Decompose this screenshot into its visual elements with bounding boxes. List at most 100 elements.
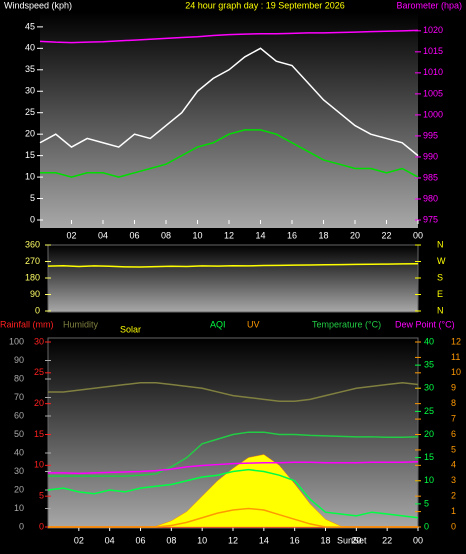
y-tick-label: 1000 xyxy=(423,109,443,119)
y-tick-label: 90 xyxy=(30,289,40,299)
y-tick-label: 5 xyxy=(424,498,429,508)
y-tick-label: 0 xyxy=(451,521,456,531)
x-tick-label: 14 xyxy=(259,535,269,545)
plot-area xyxy=(40,12,418,228)
y-tick-label: 0 xyxy=(424,521,429,531)
y-tick-label: 9 xyxy=(451,383,456,393)
x-tick-label: 12 xyxy=(228,535,238,545)
y-tick-label: 25 xyxy=(424,406,434,416)
y-tick-label: 40 xyxy=(14,447,24,457)
annotation: SunSet xyxy=(337,535,367,545)
y-tick-label: 70 xyxy=(14,392,24,402)
y-tick-label: 5 xyxy=(451,444,456,454)
x-tick-label: 02 xyxy=(66,230,76,240)
x-tick-label: 18 xyxy=(320,535,330,545)
x-tick-label: 20 xyxy=(351,535,361,545)
y-tick-label: 100 xyxy=(9,336,24,346)
x-tick-label: 14 xyxy=(255,230,265,240)
y-tick-label: 20 xyxy=(14,484,24,494)
y-tick-label: 30 xyxy=(424,383,434,393)
y-tick-label: 8 xyxy=(451,398,456,408)
y-tick-label: W xyxy=(437,256,446,266)
y-tick-label: 15 xyxy=(25,150,35,160)
y-tick-label: 25 xyxy=(25,107,35,117)
y-tick-label: 30 xyxy=(25,86,35,96)
y-tick-label: 3 xyxy=(451,475,456,485)
x-tick-label: 22 xyxy=(382,535,392,545)
y-tick-label: 360 xyxy=(25,239,40,249)
y-tick-label: 50 xyxy=(14,429,24,439)
x-tick-label: 22 xyxy=(381,230,391,240)
y-tick-label: 7 xyxy=(451,413,456,423)
y-tick-label: 6 xyxy=(451,429,456,439)
y-tick-label: 12 xyxy=(451,336,461,346)
legend-label: AQI xyxy=(210,319,226,329)
y-axis-label: Windspeed (kph) xyxy=(4,0,72,10)
chart-title: 24 hour graph day : 19 September 2026 xyxy=(185,0,345,10)
y-tick-label: 0 xyxy=(19,521,24,531)
line xyxy=(48,507,418,528)
x-tick-label: 08 xyxy=(161,230,171,240)
y-tick-label: 980 xyxy=(423,193,438,203)
y-tick-label: N xyxy=(437,305,444,315)
y-tick-label: 25 xyxy=(34,367,44,377)
y-tick-label: 20 xyxy=(34,398,44,408)
y-tick-label: 35 xyxy=(25,64,35,74)
x-tick-label: 04 xyxy=(105,535,115,545)
y-tick-label: 10 xyxy=(451,367,461,377)
line xyxy=(48,431,419,477)
y-tick-label: 10 xyxy=(14,503,24,513)
y-tick-label: 0 xyxy=(35,305,40,315)
y-tick-label: 90 xyxy=(14,355,24,365)
y-tick-label: 35 xyxy=(424,360,434,370)
y-tick-label: 2 xyxy=(451,491,456,501)
y-tick-label: 40 xyxy=(25,43,35,53)
y2-axis-label: Barometer (hpa) xyxy=(396,0,462,10)
y-tick-label: 11 xyxy=(451,352,460,362)
y-tick-label: 995 xyxy=(423,130,438,140)
y-tick-label: 80 xyxy=(14,373,24,383)
x-tick-label: 20 xyxy=(350,230,360,240)
x-tick-label: 04 xyxy=(98,230,108,240)
x-tick-label: 00 xyxy=(413,535,423,545)
y-tick-label: 5 xyxy=(39,491,44,501)
legend-label: UV xyxy=(247,319,260,329)
line xyxy=(48,381,419,402)
legend-label: Humidity xyxy=(63,319,99,329)
y-tick-label: 20 xyxy=(25,129,35,139)
y-tick-label: 45 xyxy=(25,21,35,31)
legend-label: Temperature (°C) xyxy=(312,319,381,329)
y-tick-label: 0 xyxy=(39,521,44,531)
x-tick-label: 12 xyxy=(224,230,234,240)
y-tick-label: 30 xyxy=(14,466,24,476)
y-tick-label: 1 xyxy=(451,506,456,516)
y-tick-label: 180 xyxy=(25,272,40,282)
legend-label: Solar xyxy=(120,324,141,334)
line xyxy=(47,262,419,268)
y-tick-label: 10 xyxy=(424,475,434,485)
y-tick-label: 985 xyxy=(423,172,438,182)
x-tick-label: 06 xyxy=(129,230,139,240)
x-tick-label: 10 xyxy=(192,230,202,240)
y-tick-label: 15 xyxy=(34,429,44,439)
x-tick-label: 02 xyxy=(74,535,84,545)
x-tick-label: 10 xyxy=(197,535,207,545)
y-tick-label: 10 xyxy=(25,171,35,181)
line xyxy=(48,461,419,475)
y-tick-label: 30 xyxy=(34,336,44,346)
y-tick-label: 975 xyxy=(423,214,438,224)
line xyxy=(40,129,419,178)
y-tick-label: 270 xyxy=(25,256,40,266)
y-tick-label: 20 xyxy=(424,429,434,439)
y-tick-label: 40 xyxy=(424,336,434,346)
plot-area xyxy=(47,244,419,313)
y-tick-label: 10 xyxy=(34,460,44,470)
x-tick-label: 06 xyxy=(135,535,145,545)
y-tick-label: 1005 xyxy=(423,88,443,98)
x-tick-label: 08 xyxy=(166,535,176,545)
y-tick-label: 1020 xyxy=(423,25,443,35)
y-tick-label: 1015 xyxy=(423,46,443,56)
x-tick-label: 00 xyxy=(413,230,423,240)
legend-label: Rainfall (mm) xyxy=(0,319,54,329)
